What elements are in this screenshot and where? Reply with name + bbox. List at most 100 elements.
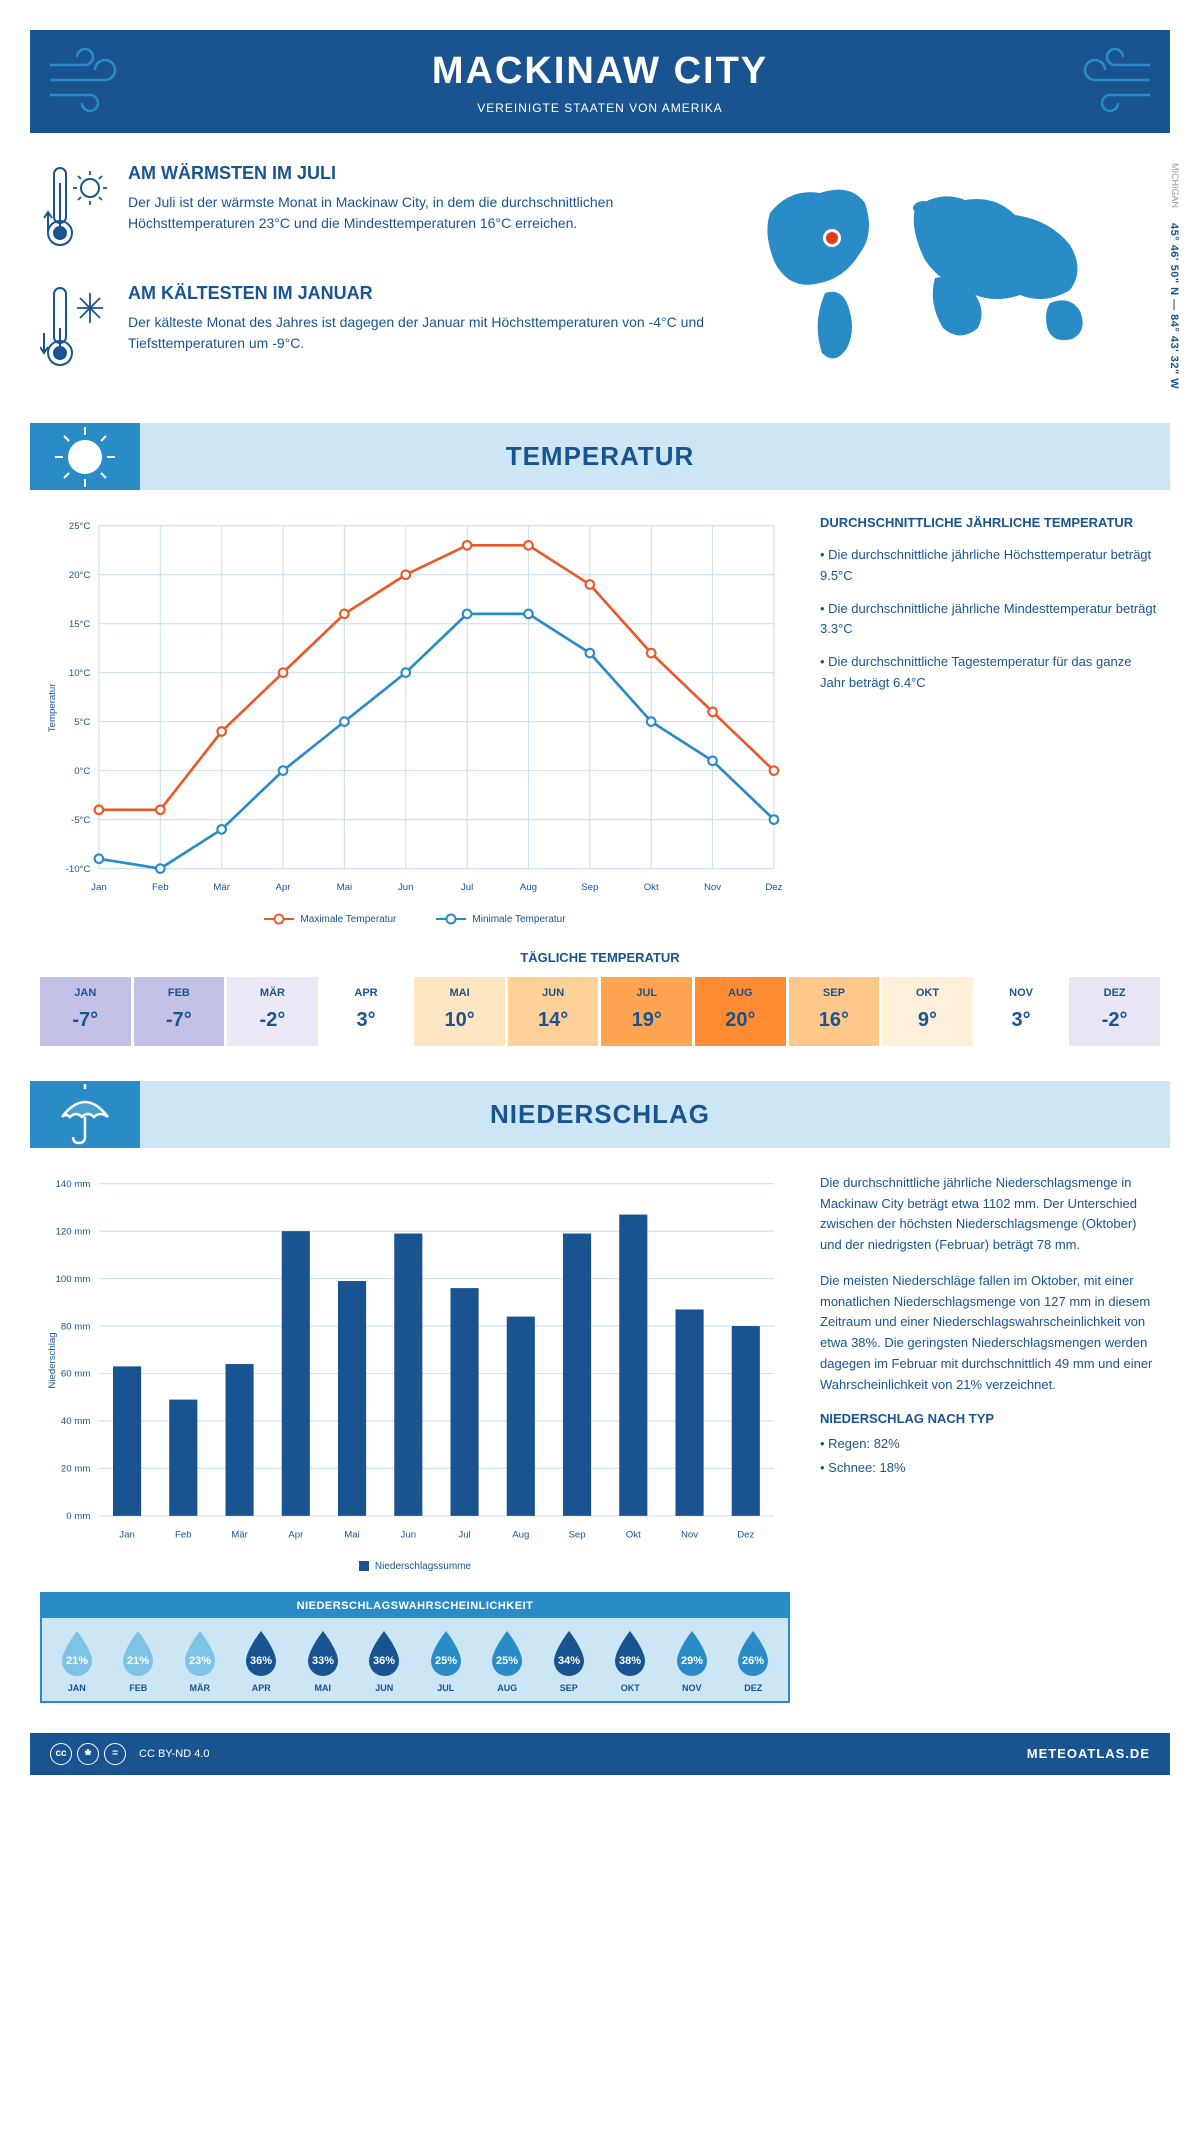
svg-text:10°C: 10°C (69, 668, 91, 679)
svg-text:34%: 34% (558, 1655, 580, 1667)
warmest-block: AM WÄRMSTEN IM JULI Der Juli ist der wär… (40, 163, 710, 258)
svg-text:23%: 23% (189, 1655, 211, 1667)
daily-temp-row: JAN-7°FEB-7°MÄR-2°APR3°MAI10°JUN14°JUL19… (30, 977, 1170, 1046)
svg-text:Aug: Aug (520, 882, 537, 893)
svg-text:33%: 33% (312, 1655, 334, 1667)
svg-text:0 mm: 0 mm (66, 1511, 90, 1522)
coldest-block: AM KÄLTESTEN IM JANUAR Der kälteste Mona… (40, 283, 710, 378)
daily-temp-cell: JAN-7° (40, 977, 131, 1046)
license-badges: cc 🞲 = CC BY-ND 4.0 (50, 1743, 210, 1765)
temperature-chart: -10°C -5°C 0°C 5°C 10°C 15°C 20°C 25°C Jan Feb Mär… (40, 515, 790, 925)
precipitation-chart: 0 mm20 mm40 mm60 mm80 mm100 mm120 mm140 … (40, 1173, 790, 1703)
page-subtitle: VEREINIGTE STAATEN VON AMERIKA (30, 101, 1170, 115)
svg-text:Jul: Jul (458, 1529, 470, 1540)
temperature-info: DURCHSCHNITTLICHE JÄHRLICHE TEMPERATUR •… (820, 515, 1160, 925)
svg-text:-10°C: -10°C (66, 864, 91, 875)
daily-temp-cell: FEB-7° (134, 977, 225, 1046)
daily-temp-heading: TÄGLICHE TEMPERATUR (30, 950, 1170, 965)
svg-text:Okt: Okt (644, 882, 659, 893)
svg-text:Sep: Sep (568, 1529, 585, 1540)
svg-text:Jul: Jul (461, 882, 473, 893)
probability-cell: 38%OKT (600, 1628, 662, 1693)
svg-text:5°C: 5°C (74, 717, 90, 728)
header-banner: MACKINAW CITY VEREINIGTE STAATEN VON AME… (30, 30, 1170, 133)
svg-text:Okt: Okt (626, 1529, 641, 1540)
legend-min: Minimale Temperatur (436, 914, 565, 925)
daily-temp-cell: NOV3° (976, 977, 1067, 1046)
svg-text:20°C: 20°C (69, 570, 91, 581)
daily-temp-cell: JUN14° (508, 977, 599, 1046)
svg-text:140 mm: 140 mm (56, 1179, 91, 1190)
probability-cell: 23%MÄR (169, 1628, 231, 1693)
thermometer-snow-icon (40, 283, 110, 378)
probability-box: NIEDERSCHLAGSWAHRSCHEINLICHKEIT 21%JAN21… (40, 1592, 790, 1703)
probability-cell: 36%JUN (354, 1628, 416, 1693)
svg-text:Mär: Mär (231, 1529, 248, 1540)
svg-text:15°C: 15°C (69, 619, 91, 630)
svg-text:-5°C: -5°C (71, 815, 90, 826)
svg-text:80 mm: 80 mm (61, 1321, 90, 1332)
brand-label: METEOATLAS.DE (1027, 1746, 1150, 1761)
legend-precip: Niederschlagssumme (359, 1561, 471, 1572)
sun-icon (30, 423, 140, 490)
probability-cell: 29%NOV (661, 1628, 723, 1693)
region-label: MICHIGAN (1170, 163, 1180, 208)
daily-temp-cell: DEZ-2° (1069, 977, 1160, 1046)
svg-text:25°C: 25°C (69, 521, 91, 532)
svg-text:Apr: Apr (288, 1529, 304, 1540)
warmest-text: Der Juli ist der wärmste Monat in Mackin… (128, 192, 710, 234)
svg-text:Dez: Dez (765, 882, 782, 893)
coldest-heading: AM KÄLTESTEN IM JANUAR (128, 283, 710, 304)
warmest-heading: AM WÄRMSTEN IM JULI (128, 163, 710, 184)
svg-text:Nov: Nov (681, 1529, 698, 1540)
probability-cell: 36%APR (231, 1628, 293, 1693)
svg-text:36%: 36% (250, 1655, 272, 1667)
temperature-title: TEMPERATUR (30, 441, 1170, 472)
svg-text:25%: 25% (435, 1655, 457, 1667)
svg-text:Sep: Sep (581, 882, 598, 893)
probability-cell: 21%FEB (108, 1628, 170, 1693)
svg-text:Mai: Mai (344, 1529, 360, 1540)
coldest-text: Der kälteste Monat des Jahres ist dagege… (128, 312, 710, 354)
svg-text:Jan: Jan (91, 882, 107, 893)
precipitation-banner: NIEDERSCHLAG (30, 1081, 1170, 1148)
daily-temp-cell: MÄR-2° (227, 977, 318, 1046)
daily-temp-cell: SEP16° (789, 977, 880, 1046)
probability-cell: 21%JAN (46, 1628, 108, 1693)
svg-text:Apr: Apr (276, 882, 292, 893)
wind-icon (45, 45, 135, 120)
svg-text:36%: 36% (373, 1655, 395, 1667)
probability-cell: 25%JUL (415, 1628, 477, 1693)
probability-cell: 26%DEZ (723, 1628, 785, 1693)
world-map: MICHIGAN 45° 46' 50" N — 84° 43' 32" W (740, 163, 1160, 403)
probability-cell: 25%AUG (477, 1628, 539, 1693)
footer: cc 🞲 = CC BY-ND 4.0 METEOATLAS.DE (30, 1733, 1170, 1775)
legend-max: Maximale Temperatur (264, 914, 396, 925)
svg-text:21%: 21% (127, 1655, 149, 1667)
svg-text:21%: 21% (66, 1655, 88, 1667)
svg-text:Mai: Mai (337, 882, 353, 893)
svg-text:0°C: 0°C (74, 766, 90, 777)
svg-text:Niederschlag: Niederschlag (47, 1332, 58, 1388)
svg-text:120 mm: 120 mm (56, 1226, 91, 1237)
svg-text:Dez: Dez (737, 1529, 754, 1540)
daily-temp-cell: AUG20° (695, 977, 786, 1046)
svg-text:29%: 29% (681, 1655, 703, 1667)
precipitation-info: Die durchschnittliche jährliche Niedersc… (820, 1173, 1160, 1703)
daily-temp-cell: OKT9° (882, 977, 973, 1046)
probability-cell: 33%MAI (292, 1628, 354, 1693)
svg-text:Mär: Mär (213, 882, 230, 893)
coordinates: 45° 46' 50" N — 84° 43' 32" W (1168, 223, 1180, 389)
page-title: MACKINAW CITY (30, 50, 1170, 93)
svg-text:60 mm: 60 mm (61, 1368, 90, 1379)
svg-text:Aug: Aug (512, 1529, 529, 1540)
svg-text:25%: 25% (496, 1655, 518, 1667)
svg-text:Feb: Feb (152, 882, 169, 893)
svg-text:100 mm: 100 mm (56, 1274, 91, 1285)
svg-text:20 mm: 20 mm (61, 1463, 90, 1474)
thermometer-sun-icon (40, 163, 110, 258)
precipitation-title: NIEDERSCHLAG (30, 1099, 1170, 1130)
svg-text:Temperatur: Temperatur (47, 683, 58, 732)
svg-text:Nov: Nov (704, 882, 721, 893)
temperature-banner: TEMPERATUR (30, 423, 1170, 490)
